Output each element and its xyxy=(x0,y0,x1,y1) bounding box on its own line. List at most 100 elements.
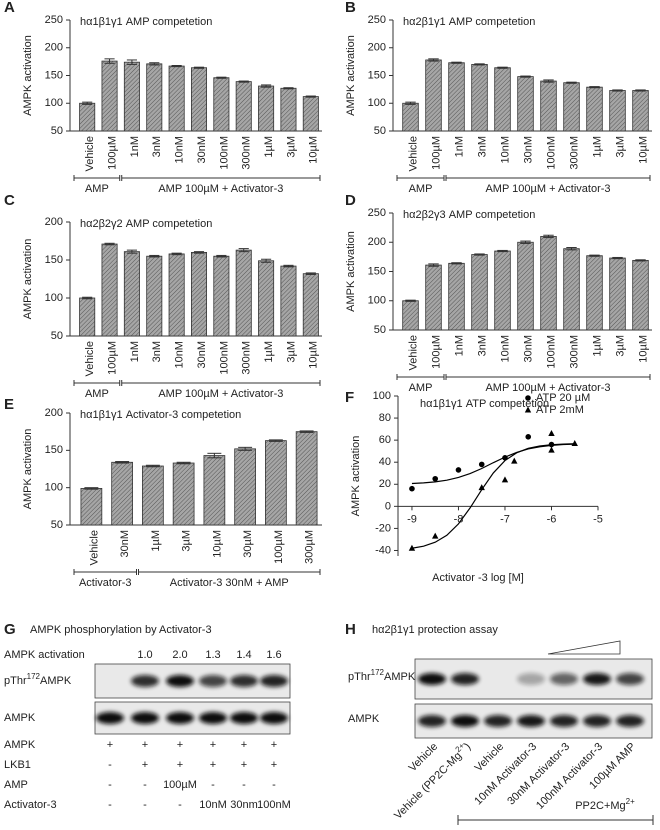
chart-title: hα2β2γ2 AMP competetion xyxy=(80,218,212,230)
x-tick-label: -5 xyxy=(593,513,603,525)
y-axis-label: AMPK activation xyxy=(345,231,357,312)
row-cell: - xyxy=(178,799,182,811)
y-tick-label: 250 xyxy=(368,14,386,26)
panel-letter: A xyxy=(4,0,15,16)
x-tick-label: 300nM xyxy=(568,335,580,369)
bar xyxy=(168,65,185,132)
x-tick-label: -7 xyxy=(500,513,510,525)
row-cell: 100nM xyxy=(257,799,291,811)
chart-title: hα1β1γ1 ATP competetion xyxy=(420,398,549,410)
x-tick-label: 3µM xyxy=(614,335,626,357)
band xyxy=(550,673,578,685)
bar xyxy=(609,257,626,331)
y-tick-label: 0 xyxy=(385,500,391,512)
x-tick-label: 1µM xyxy=(591,335,603,357)
bar xyxy=(402,300,419,331)
y-tick-label: 40 xyxy=(379,456,391,468)
row-cell: - xyxy=(108,779,112,791)
band xyxy=(517,715,545,727)
point xyxy=(432,475,439,482)
y-tick-label: 150 xyxy=(368,69,386,81)
bar xyxy=(146,63,163,132)
bar xyxy=(280,265,297,337)
band xyxy=(230,712,258,724)
group-label: AMP xyxy=(85,183,109,195)
row-cell: + xyxy=(177,759,183,771)
row-cell: + xyxy=(107,739,113,751)
group-label: Activator-3 xyxy=(79,577,132,589)
activation-label: AMPK activation xyxy=(4,649,85,661)
y-axis-label: AMPK activation xyxy=(350,436,362,517)
bar xyxy=(235,81,252,132)
chart-title: hα1β1γ1 AMP competetion xyxy=(80,16,212,28)
legend-marker xyxy=(525,395,531,401)
group-label: AMP xyxy=(409,382,433,394)
y-tick-label: -20 xyxy=(375,522,391,534)
point xyxy=(571,439,578,446)
y-tick-label: 50 xyxy=(374,125,386,137)
bar xyxy=(563,82,580,132)
row-cell: + xyxy=(177,739,183,751)
x-tick-label: 100nM xyxy=(218,136,230,170)
x-tick-label: 100µM xyxy=(273,530,285,564)
bar xyxy=(494,67,511,132)
x-tick-label: 3µM xyxy=(285,136,297,158)
y-tick-label: 250 xyxy=(45,14,63,26)
x-tick-label: 1nM xyxy=(129,341,141,362)
x-tick-label: 30µM xyxy=(242,530,254,558)
bar xyxy=(302,273,319,337)
group-label: AMP 100µM + Activator-3 xyxy=(485,183,610,195)
x-tick-label: 30nM xyxy=(196,341,208,369)
bar xyxy=(258,85,275,132)
panel-title: hα2β1γ1 protection assay xyxy=(372,624,498,636)
x-tick-label: 100nM xyxy=(545,335,557,369)
x-tick-label: 10nM xyxy=(499,136,511,164)
blot-label-part: AMPK xyxy=(384,671,416,683)
panel-letter: G xyxy=(4,621,16,638)
bar xyxy=(235,249,252,337)
x-tick-label: 1µM xyxy=(591,136,603,158)
band xyxy=(616,715,644,727)
y-tick-label: 20 xyxy=(379,478,391,490)
row-cell: + xyxy=(210,759,216,771)
x-tick-label: 10µM xyxy=(637,335,649,363)
point xyxy=(409,485,415,492)
x-tick-label: 30nM xyxy=(522,335,534,363)
x-tick-label: 30nM xyxy=(119,530,131,558)
bar xyxy=(142,465,164,526)
x-tick-label: -9 xyxy=(407,513,417,525)
activation-value: 1.6 xyxy=(266,649,281,661)
bar xyxy=(79,102,96,132)
x-tick-label: Vehicle xyxy=(84,341,96,376)
legend-marker xyxy=(524,406,532,413)
legend-label: ATP 20 µM xyxy=(536,392,590,404)
band xyxy=(583,673,611,685)
bar xyxy=(402,102,419,132)
y-tick-label: 80 xyxy=(379,412,391,424)
bar xyxy=(213,255,230,337)
bar xyxy=(586,86,603,132)
point xyxy=(455,467,462,473)
bar xyxy=(563,248,580,331)
bar xyxy=(517,241,534,331)
row-cell: + xyxy=(271,739,277,751)
x-tick-label: 100nM xyxy=(545,136,557,170)
y-axis-label: AMPK activation xyxy=(22,429,34,510)
row-cell: - xyxy=(143,799,147,811)
x-tick-label: 100µM xyxy=(106,136,118,170)
bar xyxy=(471,254,488,331)
bar xyxy=(471,64,488,132)
bar xyxy=(302,96,319,132)
group-label: AMP xyxy=(85,388,109,400)
band xyxy=(260,675,288,687)
group-label: AMP 100µM + Activator-3 xyxy=(158,388,283,400)
panel-letter: D xyxy=(345,192,356,209)
bar xyxy=(280,87,297,132)
y-tick-label: 100 xyxy=(368,295,386,307)
bar xyxy=(190,251,208,337)
gradient-wedge xyxy=(547,640,621,655)
row-label: AMPK xyxy=(4,739,36,751)
bar xyxy=(168,253,185,337)
x-tick-label: 3µM xyxy=(614,136,626,158)
